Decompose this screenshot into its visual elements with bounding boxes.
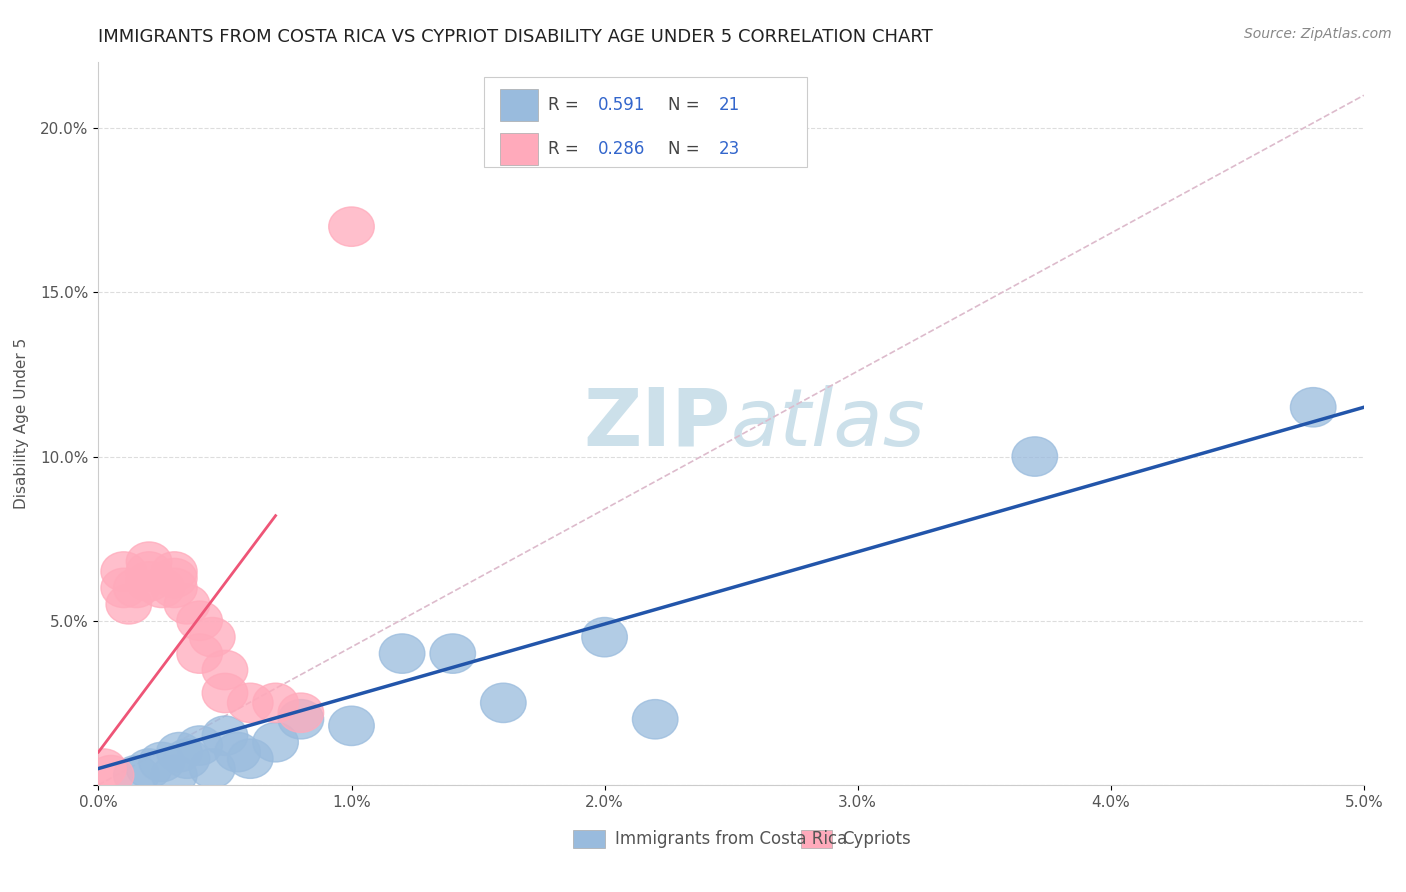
- Text: atlas: atlas: [731, 384, 927, 463]
- Ellipse shape: [177, 726, 222, 765]
- Ellipse shape: [152, 558, 197, 598]
- Ellipse shape: [127, 542, 172, 582]
- Ellipse shape: [177, 634, 222, 673]
- Ellipse shape: [633, 699, 678, 739]
- Text: R =: R =: [547, 95, 583, 114]
- Ellipse shape: [127, 552, 172, 591]
- Text: 0.286: 0.286: [599, 140, 645, 158]
- Ellipse shape: [1291, 387, 1336, 427]
- Ellipse shape: [1012, 437, 1057, 476]
- Text: Cypriots: Cypriots: [842, 830, 911, 848]
- Text: N =: N =: [668, 140, 704, 158]
- Ellipse shape: [101, 568, 146, 607]
- Ellipse shape: [582, 617, 627, 657]
- Ellipse shape: [202, 650, 247, 690]
- Text: R =: R =: [547, 140, 583, 158]
- Ellipse shape: [165, 584, 209, 624]
- Ellipse shape: [127, 562, 172, 601]
- Text: 0.591: 0.591: [599, 95, 645, 114]
- Ellipse shape: [202, 716, 247, 756]
- Ellipse shape: [156, 732, 202, 772]
- Bar: [800, 830, 832, 848]
- Ellipse shape: [177, 601, 222, 640]
- Text: 21: 21: [718, 95, 740, 114]
- Text: IMMIGRANTS FROM COSTA RICA VS CYPRIOT DISABILITY AGE UNDER 5 CORRELATION CHART: IMMIGRANTS FROM COSTA RICA VS CYPRIOT DI…: [98, 28, 934, 45]
- Ellipse shape: [278, 693, 323, 732]
- Ellipse shape: [152, 552, 197, 591]
- Ellipse shape: [139, 568, 184, 607]
- Text: Immigrants from Costa Rica: Immigrants from Costa Rica: [614, 830, 846, 848]
- Ellipse shape: [152, 756, 197, 795]
- FancyBboxPatch shape: [484, 77, 807, 167]
- Ellipse shape: [190, 749, 235, 789]
- Ellipse shape: [253, 723, 298, 762]
- Ellipse shape: [80, 749, 127, 789]
- Ellipse shape: [152, 568, 197, 607]
- Ellipse shape: [278, 699, 323, 739]
- Ellipse shape: [101, 552, 146, 591]
- Ellipse shape: [430, 634, 475, 673]
- Ellipse shape: [202, 673, 247, 713]
- Ellipse shape: [127, 749, 172, 789]
- Ellipse shape: [190, 617, 235, 657]
- Ellipse shape: [165, 739, 209, 779]
- Text: ZIP: ZIP: [583, 384, 731, 463]
- Ellipse shape: [114, 756, 159, 795]
- Ellipse shape: [380, 634, 425, 673]
- Bar: [574, 830, 605, 848]
- Ellipse shape: [481, 683, 526, 723]
- Ellipse shape: [105, 584, 152, 624]
- Ellipse shape: [329, 207, 374, 246]
- Text: Source: ZipAtlas.com: Source: ZipAtlas.com: [1244, 27, 1392, 41]
- Ellipse shape: [114, 568, 159, 607]
- Ellipse shape: [329, 706, 374, 746]
- Ellipse shape: [228, 739, 273, 779]
- Y-axis label: Disability Age Under 5: Disability Age Under 5: [14, 338, 30, 509]
- Text: N =: N =: [668, 95, 704, 114]
- Ellipse shape: [89, 756, 134, 795]
- Ellipse shape: [215, 732, 260, 772]
- Ellipse shape: [228, 683, 273, 723]
- Text: 23: 23: [718, 140, 740, 158]
- Ellipse shape: [139, 742, 184, 781]
- Ellipse shape: [253, 683, 298, 723]
- Bar: [499, 89, 537, 120]
- Bar: [499, 133, 537, 165]
